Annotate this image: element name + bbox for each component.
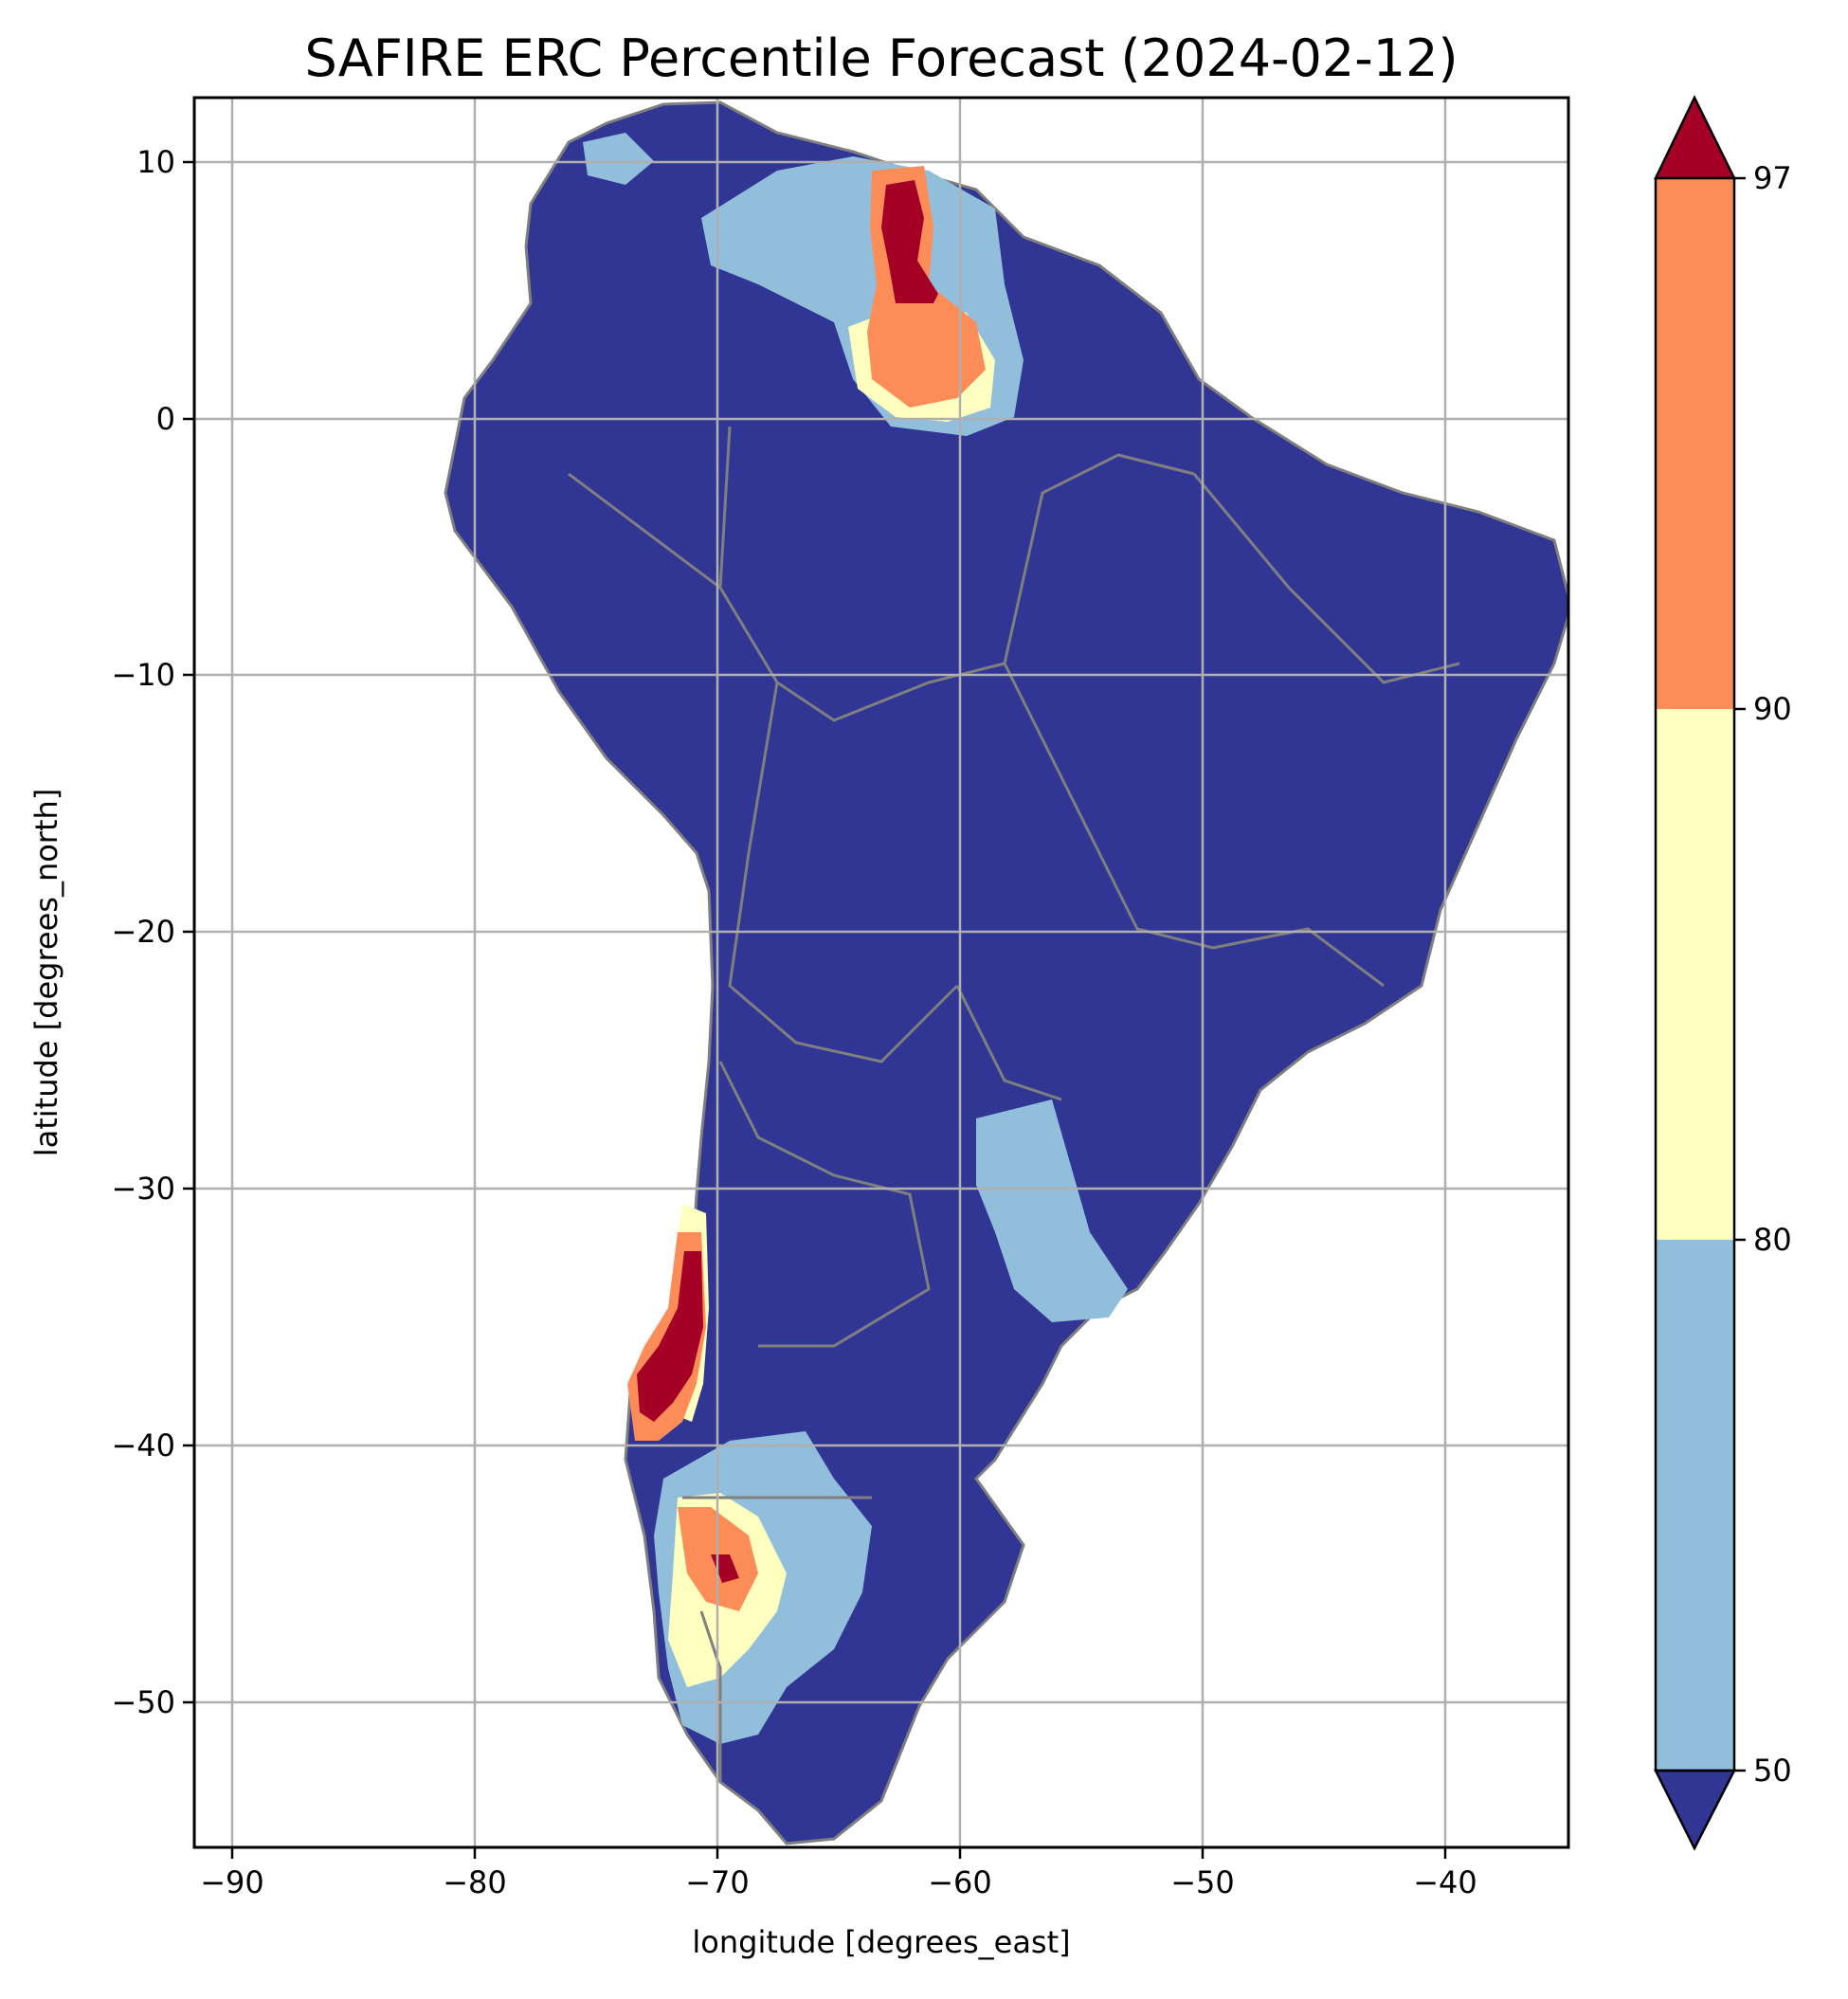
- y-tick-label: −40: [111, 1427, 175, 1463]
- y-tick-label: −50: [111, 1684, 175, 1720]
- colorbar-ticks: [1734, 176, 1746, 1772]
- gridlines: [194, 98, 1568, 1847]
- x-tick-label: −60: [928, 1864, 992, 1900]
- y-tick-label: −10: [111, 657, 175, 693]
- colorbar-frame: [1654, 176, 1736, 1772]
- band-50-80-uruguay: [976, 1099, 1128, 1322]
- y-tick-label: 0: [156, 401, 175, 437]
- x-ticks: [230, 1847, 1447, 1859]
- x-tick-label: −90: [200, 1864, 264, 1900]
- x-tick-label: −40: [1413, 1864, 1477, 1900]
- percentile-fill-layer: [444, 100, 1568, 1845]
- y-tick-label: −30: [111, 1171, 175, 1207]
- x-tick-labels: −90 −80 −70 −60 −50 −40: [200, 1864, 1477, 1900]
- x-tick-label: −80: [443, 1864, 507, 1900]
- colorbar-tick-label: 90: [1753, 691, 1792, 727]
- map-axes: −90 −80 −70 −60 −50 −40 10 0 −10 −20 −30…: [28, 96, 1570, 1960]
- band-over-97-north: [881, 180, 938, 303]
- colorbar-extend-under: [1653, 1769, 1737, 1851]
- band-50-80-caribbean: [583, 133, 654, 185]
- x-tick-label: −70: [685, 1864, 750, 1900]
- colorbar-tick-labels: 97 90 80 50: [1753, 160, 1792, 1789]
- colorbar-tick-label: 50: [1753, 1753, 1792, 1789]
- y-tick-label: 10: [136, 144, 175, 180]
- colorbar-band-50-80: [1656, 1240, 1734, 1771]
- colorbar-extend-over: [1654, 95, 1737, 180]
- axes-frame: [192, 96, 1570, 1849]
- colorbar-band-80-90: [1656, 709, 1734, 1240]
- y-axis-label: latitude [degrees_north]: [28, 789, 64, 1157]
- map-title: SAFIRE ERC Percentile Forecast (2024-02-…: [304, 28, 1458, 88]
- land-below-50: [444, 100, 1568, 1845]
- band-over-97-chile: [637, 1251, 703, 1422]
- colorbar-tick-label: 80: [1753, 1222, 1792, 1258]
- y-tick-labels: 10 0 −10 −20 −30 −40 −50: [111, 144, 175, 1720]
- y-tick-label: −20: [111, 914, 175, 950]
- colorbar-band-90-97: [1656, 178, 1734, 709]
- colorbar: 97 90 80 50: [1653, 95, 1792, 1851]
- x-tick-label: −50: [1170, 1864, 1235, 1900]
- x-axis-label: longitude [degrees_east]: [692, 1924, 1070, 1960]
- y-ticks: [183, 160, 194, 1704]
- admin-borders: [568, 426, 1460, 1782]
- colorbar-tick-label: 97: [1753, 160, 1792, 196]
